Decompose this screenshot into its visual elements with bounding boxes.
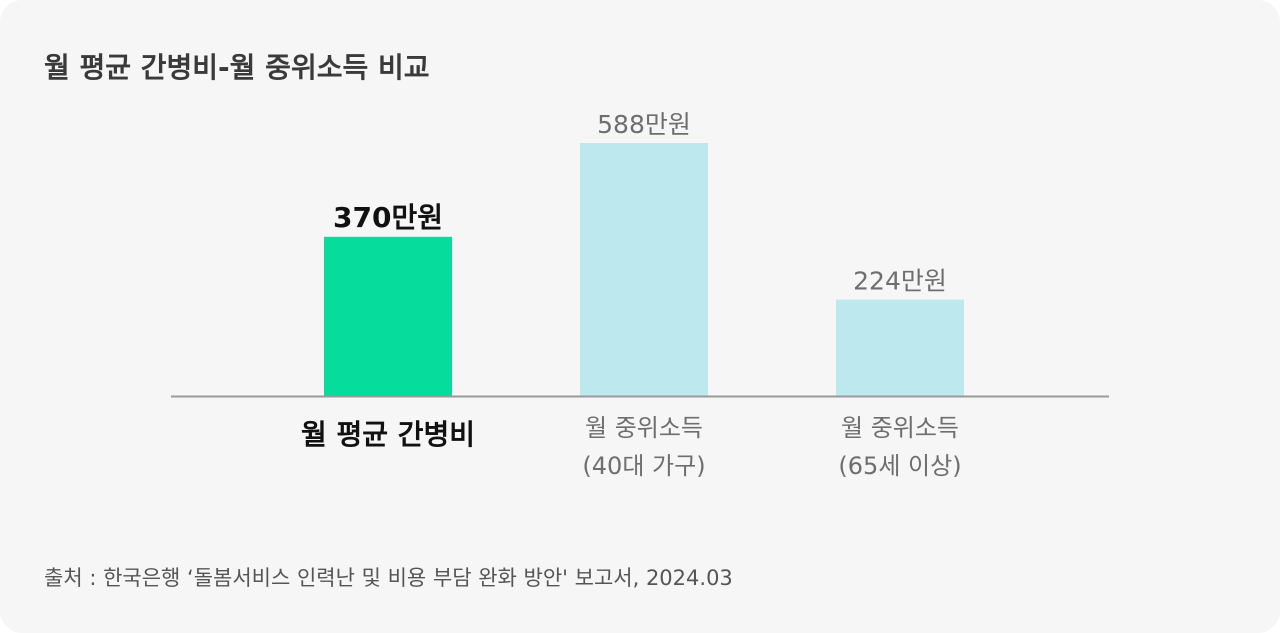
value-label-2: 224만원 bbox=[853, 267, 947, 296]
category-sublabel-1: (40대 가구) bbox=[582, 452, 705, 480]
bar-2 bbox=[836, 299, 964, 396]
source-note: 출처 : 한국은행 ‘돌봄서비스 인력난 및 비용 부담 완화 방안' 보고서,… bbox=[44, 566, 733, 590]
value-label-1: 588만원 bbox=[597, 110, 691, 139]
bar-1 bbox=[580, 143, 708, 396]
bar-0 bbox=[324, 236, 452, 396]
chart-title: 월 평균 간병비-월 중위소득 비교 bbox=[44, 51, 430, 84]
category-label-0: 월 평균 간병비 bbox=[301, 418, 475, 451]
category-label-2: 월 중위소득 bbox=[841, 414, 959, 442]
value-label-0: 370만원 bbox=[333, 201, 443, 234]
category-label-1: 월 중위소득 bbox=[585, 414, 703, 442]
category-sublabel-2: (65세 이상) bbox=[838, 452, 961, 480]
